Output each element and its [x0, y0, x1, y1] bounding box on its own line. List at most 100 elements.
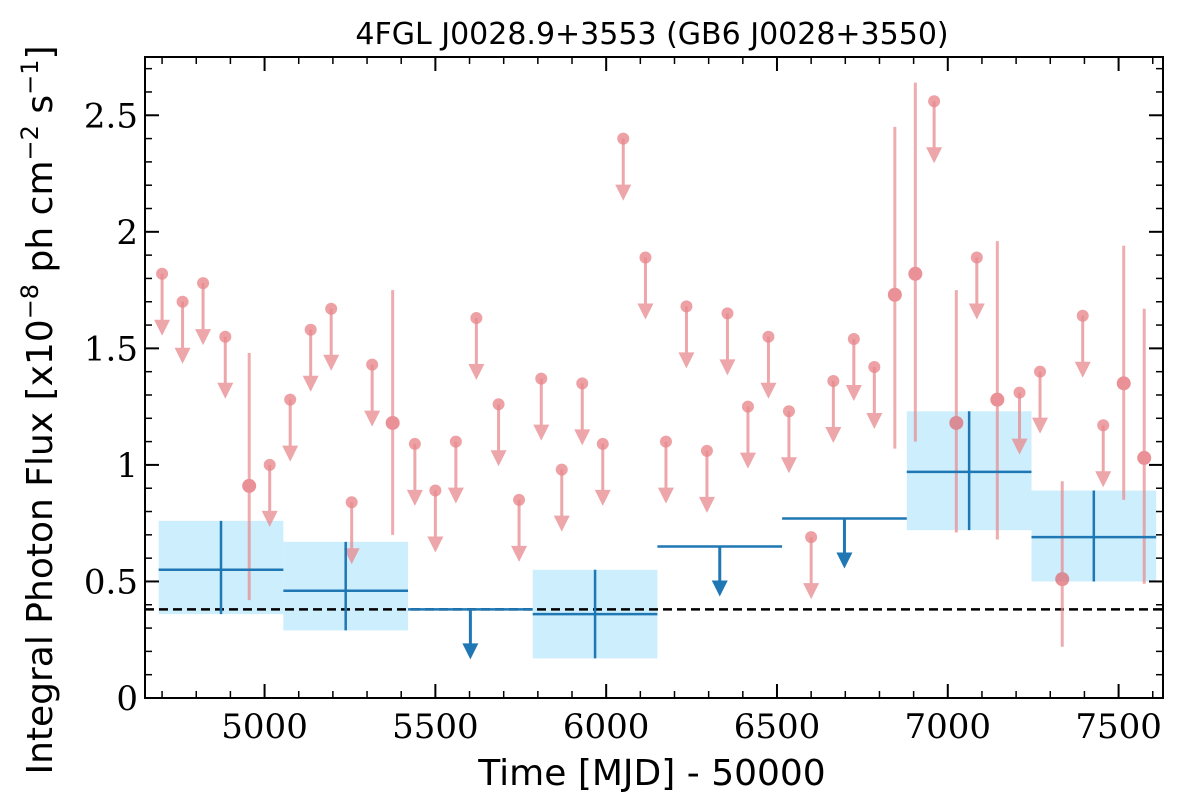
- fine-detection: [949, 290, 964, 533]
- fine-upper-limit-arrow: [406, 443, 423, 506]
- coarse-upper-limit-arrow-head: [462, 643, 479, 660]
- plot-area: [145, 82, 1163, 660]
- fine-detection-point: [887, 287, 902, 302]
- y-tick-label: 0.5: [84, 562, 138, 602]
- fine-upper-limit-arrow: [323, 308, 340, 371]
- fine-upper-limit-arrow: [553, 469, 570, 532]
- axes: 5000 5500 6000 6500 7000 7500 0 0.5 1 1.5 2 2.5: [84, 56, 1164, 747]
- fine-detection: [242, 353, 257, 601]
- fine-upper-limit-arrow: [615, 138, 632, 201]
- fine-upper-limit-arrow: [174, 301, 191, 364]
- fine-upper-limit-arrow-head: [845, 385, 862, 402]
- fine-upper-limit-arrow: [1032, 371, 1049, 434]
- fine-detection-point: [1137, 450, 1152, 465]
- fine-upper-limit-arrow-head: [1011, 438, 1028, 455]
- x-tick-label: 6000: [563, 707, 650, 747]
- fine-upper-limit-arrow-head: [195, 329, 212, 346]
- fine-upper-limit-arrow: [719, 313, 736, 376]
- fine-upper-limit-arrow: [657, 441, 674, 504]
- fine-upper-limit-arrow: [698, 450, 715, 513]
- fine-detection: [385, 290, 400, 535]
- fine-upper-limit-arrow-head: [926, 147, 943, 164]
- fine-upper-limit-arrow-head: [217, 382, 234, 399]
- fine-upper-limit-arrow: [825, 380, 842, 443]
- fine-upper-limit-arrow-head: [302, 375, 319, 392]
- fine-upper-limit-arrow: [427, 490, 444, 553]
- fine-upper-limit-arrow-head: [803, 583, 820, 600]
- y-tick-label: 0: [116, 679, 138, 719]
- fine-upper-limit-arrow-head: [1095, 471, 1112, 488]
- fine-upper-limit-arrow-head: [511, 545, 528, 562]
- fine-upper-limit-arrow-head: [174, 347, 191, 364]
- fine-upper-limit-arrow-head: [678, 352, 695, 369]
- fine-upper-limit-arrow-head: [968, 303, 985, 320]
- x-tick-label: 7000: [905, 707, 992, 747]
- fine-upper-limit-arrow-head: [323, 354, 340, 371]
- plot-frame: [144, 56, 1164, 699]
- fine-upper-limit-arrow-head: [533, 424, 550, 441]
- fine-upper-limit-arrow: [866, 367, 883, 430]
- fine-upper-limit-arrow: [760, 336, 777, 399]
- fine-upper-limit-arrow: [968, 257, 985, 320]
- y-tick-label: 1.5: [84, 329, 138, 369]
- fine-upper-limit-arrow-head: [343, 548, 360, 565]
- chart-title: 4FGL J0028.9+3553 (GB6 J0028+3550): [355, 17, 948, 52]
- fine-upper-limit-arrow-head: [780, 457, 797, 474]
- fine-upper-limit-arrow-head: [553, 515, 570, 532]
- fine-detection: [908, 82, 923, 442]
- fine-upper-limit-arrow: [780, 411, 797, 474]
- fine-detection-point: [908, 266, 923, 281]
- fine-upper-limit-arrow-head: [447, 487, 464, 504]
- fine-upper-limit-arrow: [1011, 392, 1028, 455]
- coarse-upper-limit-arrow: [711, 546, 728, 597]
- fine-detection-point: [242, 478, 257, 493]
- fine-upper-limit-arrow: [533, 378, 550, 441]
- fine-upper-limit-arrow: [282, 399, 299, 462]
- fine-upper-limit-arrow-head: [825, 426, 842, 443]
- fine-upper-limit-arrow: [343, 502, 360, 565]
- fine-upper-limit-arrow-head: [282, 445, 299, 462]
- fine-detection-point: [990, 392, 1005, 407]
- fine-upper-limit-arrow-head: [719, 359, 736, 376]
- fine-detection-point: [1116, 376, 1131, 391]
- fine-upper-limit-arrow-head: [154, 319, 171, 336]
- y-axis-title: Integral Photon Flux [x10−8 ph cm−2 s−1]: [16, 45, 61, 774]
- fine-upper-limit-arrow: [574, 383, 591, 446]
- fine-upper-limit-arrow: [511, 499, 528, 562]
- x-tick-label: 5000: [221, 707, 308, 747]
- fine-upper-limit-arrow-head: [760, 382, 777, 399]
- fine-upper-limit-arrow-head: [1074, 361, 1091, 378]
- fine-upper-limit-arrow: [739, 406, 756, 469]
- fine-detection: [1055, 481, 1070, 647]
- fine-detection-point: [385, 415, 400, 430]
- fine-upper-limit-arrow-head: [261, 510, 278, 527]
- fine-upper-limit-arrow-head: [468, 364, 485, 381]
- fine-upper-limit-arrow: [195, 283, 212, 346]
- fine-upper-limit-arrow-head: [657, 487, 674, 504]
- fine-upper-limit-arrow: [490, 404, 507, 467]
- fine-upper-limit-arrow: [594, 443, 611, 506]
- fine-upper-limit-arrow: [845, 339, 862, 402]
- x-tick-label: 7500: [1075, 707, 1162, 747]
- x-tick-label: 5500: [392, 707, 479, 747]
- fine-upper-limit-arrow: [926, 101, 943, 164]
- fine-upper-limit-arrow: [637, 257, 654, 320]
- fine-detection: [1116, 245, 1131, 500]
- fine-upper-limit-arrow: [261, 464, 278, 527]
- coarse-upper-limit-arrow: [462, 609, 479, 660]
- fine-upper-limit-arrow-head: [574, 429, 591, 446]
- fine-upper-limit-arrow: [678, 306, 695, 369]
- fine-upper-limit-arrow: [302, 329, 319, 392]
- fine-upper-limit-arrow-head: [739, 452, 756, 469]
- coarse-upper-limit-arrow: [836, 518, 853, 569]
- fine-upper-limit-arrow-head: [866, 413, 883, 430]
- fine-upper-limit-arrow: [468, 318, 485, 381]
- fine-upper-limit-arrow-head: [594, 489, 611, 506]
- fine-detection: [990, 241, 1005, 540]
- fine-upper-limit-arrow: [1095, 425, 1112, 488]
- x-axis-title: Time [MJD] - 50000: [477, 753, 825, 794]
- fine-detection: [887, 126, 902, 449]
- fine-upper-limit-arrow-head: [364, 410, 381, 427]
- fine-upper-limit-arrow: [154, 273, 171, 336]
- x-tick-label: 6500: [734, 707, 821, 747]
